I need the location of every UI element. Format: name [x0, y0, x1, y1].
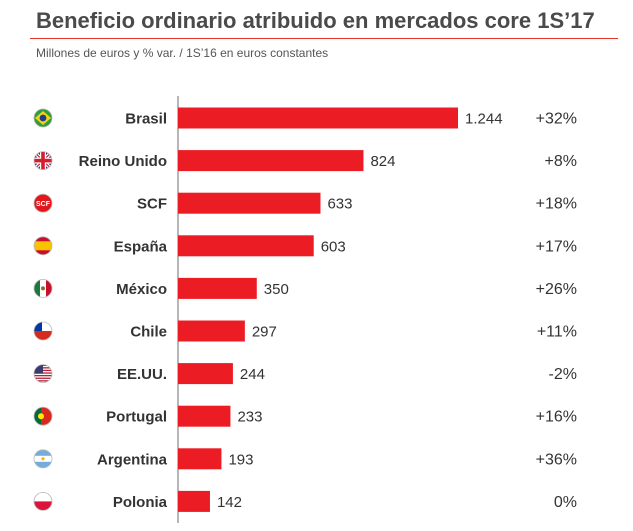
variation-label-espana: +17%	[536, 238, 577, 255]
chile-flag-icon	[33, 321, 53, 341]
scf-logo-icon: SCF	[33, 193, 53, 213]
category-label-mexico: México	[116, 281, 167, 298]
bar-polonia	[178, 490, 210, 512]
value-label-brasil: 1.244	[465, 111, 503, 128]
variation-label-scf: +18%	[536, 196, 577, 213]
value-label-polonia: 142	[217, 494, 242, 511]
value-label-ee-uu: 244	[240, 366, 265, 383]
variation-label-ee-uu: -2%	[549, 366, 577, 383]
title-divider	[30, 38, 618, 39]
uk-flag-icon	[33, 151, 53, 171]
variation-label-chile: +11%	[537, 324, 577, 341]
scf-logo-text: SCF	[36, 201, 51, 208]
variation-label-polonia: 0%	[554, 494, 577, 511]
bar-argentina	[178, 448, 222, 470]
category-label-portugal: Portugal	[106, 409, 167, 426]
bar-ee-uu	[178, 363, 233, 385]
variation-label-argentina: +36%	[536, 451, 577, 468]
value-label-espana: 603	[321, 238, 346, 255]
value-label-scf: 633	[327, 196, 352, 213]
variation-label-reino-unido: +8%	[545, 153, 577, 170]
bar-brasil	[178, 107, 458, 129]
chart-subtitle: Millones de euros y % var. / 1S’16 en eu…	[36, 46, 329, 60]
category-label-reino-unido: Reino Unido	[79, 153, 167, 170]
portugal-flag-icon	[33, 406, 53, 426]
brazil-flag-icon	[33, 108, 53, 128]
bar-espana	[178, 235, 314, 257]
argentina-flag-icon	[33, 449, 53, 469]
bar-scf	[178, 192, 321, 214]
variation-label-portugal: +16%	[536, 409, 577, 426]
bar-chile	[178, 320, 245, 342]
category-label-argentina: Argentina	[97, 451, 168, 468]
variation-label-mexico: +26%	[536, 281, 577, 298]
category-label-brasil: Brasil	[125, 111, 167, 128]
value-label-mexico: 350	[264, 281, 289, 298]
category-label-chile: Chile	[130, 324, 167, 341]
bar-reino-unido	[178, 150, 364, 172]
mexico-flag-icon	[33, 278, 53, 298]
value-label-reino-unido: 824	[370, 153, 395, 170]
chart-title: Beneficio ordinario atribuido en mercado…	[36, 8, 595, 33]
category-label-polonia: Polonia	[113, 494, 168, 511]
bar-mexico	[178, 277, 257, 299]
category-label-scf: SCF	[137, 196, 167, 213]
value-label-argentina: 193	[228, 451, 253, 468]
bar-portugal	[178, 405, 231, 427]
value-label-portugal: 233	[237, 409, 262, 426]
variation-label-brasil: +32%	[536, 111, 577, 128]
usa-flag-icon	[33, 364, 53, 384]
category-label-ee-uu: EE.UU.	[117, 366, 167, 383]
value-label-chile: 297	[252, 324, 277, 341]
poland-flag-icon	[33, 491, 53, 511]
category-label-espana: España	[114, 238, 168, 255]
spain-flag-icon	[33, 236, 53, 256]
